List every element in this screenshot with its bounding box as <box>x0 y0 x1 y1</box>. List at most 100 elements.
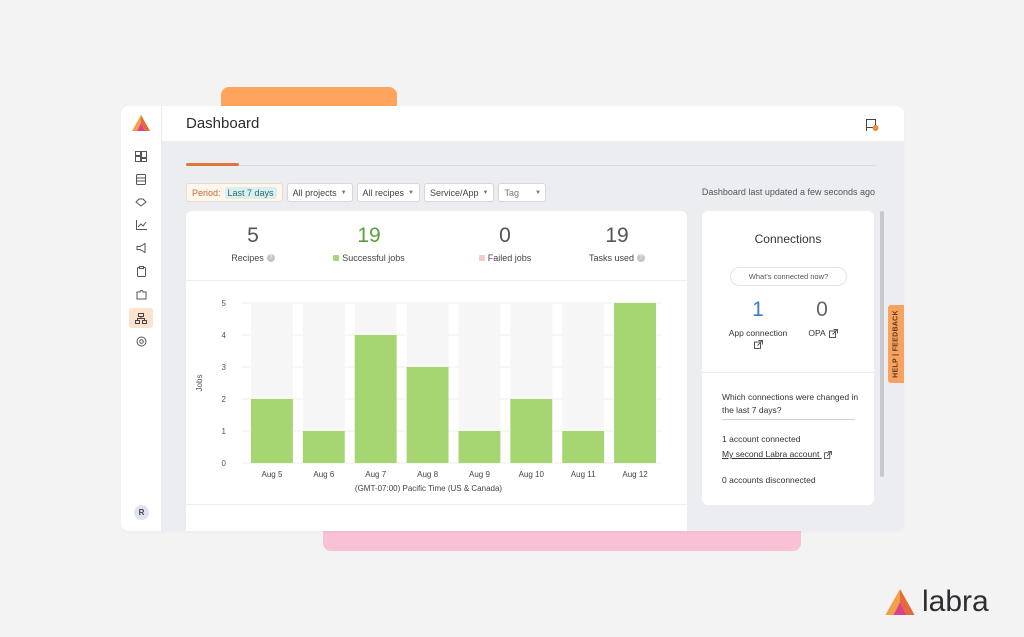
connections-card: Connections What's connected now? 1 App … <box>702 211 874 505</box>
x-tick-label: Aug 10 <box>519 470 545 479</box>
tag-filter[interactable]: Tag ▼ <box>498 183 546 202</box>
caret-down-icon: ▼ <box>408 189 414 196</box>
help-feedback-tab[interactable]: HELP | FEEDBACK <box>888 305 904 383</box>
bar-aug-6 <box>302 431 345 463</box>
y-tick-label: 4 <box>222 331 227 340</box>
caret-down-icon: ▼ <box>482 189 489 196</box>
failed-legend-icon <box>478 255 485 261</box>
connections-title: Connections <box>754 232 822 246</box>
app-window: R Dashboard Period: Last 7 days All proj… <box>121 106 904 531</box>
stats-row: 5 Recipes? 19 Successful jobs 0 Failed j… <box>186 211 687 281</box>
stat-value: 5 <box>247 224 259 247</box>
help-icon[interactable]: ? <box>637 254 646 262</box>
external-link-icon <box>823 450 832 459</box>
stat-recipes: 5 Recipes? <box>198 223 308 263</box>
external-link-icon <box>718 340 798 351</box>
settings-nav-icon[interactable] <box>131 332 151 350</box>
analytics-nav-icon[interactable] <box>131 216 151 234</box>
stat-label: Recipes <box>231 253 264 263</box>
y-axis-label: Jobs <box>195 375 204 392</box>
service-filter-label: Service/App <box>430 187 479 198</box>
account-link-text: My second Labra account <box>722 449 820 459</box>
stat-successful-jobs: 19 Successful jobs <box>314 223 424 263</box>
notification-flag-icon[interactable] <box>865 118 879 132</box>
opa-count: 0 <box>816 298 828 321</box>
last-updated-text: Dashboard last updated a few seconds ago <box>701 187 875 197</box>
period-label: Period: <box>192 187 221 198</box>
card-divider <box>186 504 687 505</box>
page-header: Dashboard <box>162 106 904 142</box>
clipboard-nav-icon[interactable] <box>131 262 151 280</box>
x-tick-label: Aug 11 <box>571 470 596 479</box>
y-tick-label: 5 <box>222 299 227 308</box>
database-nav-icon[interactable] <box>131 170 151 188</box>
success-legend-icon <box>333 255 340 261</box>
service-app-filter[interactable]: Service/App ▼ <box>424 183 495 202</box>
x-tick-label: Aug 5 <box>261 470 282 479</box>
stat-value: 19 <box>605 224 629 247</box>
labra-logo-icon[interactable] <box>132 115 150 131</box>
opa-text: OPA <box>808 328 826 338</box>
stat-label: Failed jobs <box>487 253 532 263</box>
stat-value: 19 <box>357 224 381 247</box>
bar-aug-7 <box>354 335 397 463</box>
bar-aug-5 <box>251 399 293 463</box>
y-tick-label: 3 <box>222 363 227 372</box>
opa-label[interactable]: OPA <box>798 328 848 338</box>
puzzle-nav-icon[interactable] <box>131 285 151 303</box>
stat-value: 0 <box>499 224 511 247</box>
recipes-filter[interactable]: All recipes ▼ <box>356 183 420 202</box>
help-icon[interactable]: ? <box>266 254 275 262</box>
page-title: Dashboard <box>186 115 260 132</box>
account-link[interactable]: My second Labra account <box>722 449 832 459</box>
accounts-connected-text: 1 account connected <box>722 434 801 444</box>
x-tick-label: Aug 6 <box>313 470 334 479</box>
period-value: Last 7 days <box>224 186 277 199</box>
dashboard-nav-icon[interactable] <box>131 147 151 165</box>
stat-tasks-used: 19 Tasks used? <box>562 223 672 263</box>
jobs-summary-card: 5 Recipes? 19 Successful jobs 0 Failed j… <box>186 211 687 531</box>
tab-bar <box>186 165 876 166</box>
y-tick-label: 2 <box>222 395 227 404</box>
help-feedback-label: HELP | FEEDBACK <box>892 310 900 378</box>
question-underline <box>722 419 855 420</box>
app-connection-label[interactable]: App connection <box>718 328 798 351</box>
whats-connected-button[interactable]: What's connected now? <box>730 267 847 286</box>
recipes-filter-label: All recipes <box>362 187 405 198</box>
connections-question: Which connections were changed in the la… <box>722 392 859 415</box>
filter-bar: Period: Last 7 days All projects ▼ All r… <box>186 183 546 202</box>
tab-active-indicator[interactable] <box>186 163 239 166</box>
x-tick-label: Aug 7 <box>365 470 386 479</box>
period-filter[interactable]: Period: Last 7 days <box>186 183 283 202</box>
external-link-icon <box>828 328 838 338</box>
jobs-bar-chart: 0 1 2 3 4 5 Jobs Aug 5 Aug 6 Aug 7 Aug 8 Aug 9 Aug 1… <box>195 299 661 493</box>
handshake-nav-icon[interactable] <box>131 193 151 211</box>
bar-aug-8 <box>406 367 449 463</box>
connections-divider <box>702 372 874 373</box>
user-avatar[interactable]: R <box>134 505 149 520</box>
labra-brand: labra <box>884 585 989 619</box>
stat-label: Tasks used <box>588 253 635 263</box>
app-connection-count: 1 <box>752 298 764 321</box>
bar-aug-12 <box>614 303 656 463</box>
projects-filter[interactable]: All projects ▼ <box>286 183 353 202</box>
x-tick-label: Aug 8 <box>417 470 438 479</box>
y-tick-label: 0 <box>222 459 227 468</box>
projects-filter-label: All projects <box>292 187 337 198</box>
stat-failed-jobs: 0 Failed jobs <box>450 223 560 263</box>
stat-label: Successful jobs <box>342 253 405 263</box>
caret-down-icon: ▼ <box>340 189 347 196</box>
dashboard-content: Period: Last 7 days All projects ▼ All r… <box>162 142 904 531</box>
labra-logo-icon <box>885 589 915 615</box>
tag-filter-label: Tag <box>504 187 519 198</box>
workflow-nav-icon[interactable] <box>129 308 153 328</box>
app-connection-text: App connection <box>728 328 788 338</box>
x-tick-label: Aug 12 <box>622 470 648 479</box>
megaphone-nav-icon[interactable] <box>131 239 151 257</box>
bar-aug-10 <box>510 399 553 463</box>
page-scrollbar[interactable] <box>880 211 884 477</box>
bar-aug-11 <box>562 431 605 463</box>
y-tick-label: 1 <box>222 427 227 436</box>
x-axis-label: (GMT-07:00) Pacific Time (US & Canada) <box>355 484 502 493</box>
bar-aug-9 <box>458 431 501 463</box>
